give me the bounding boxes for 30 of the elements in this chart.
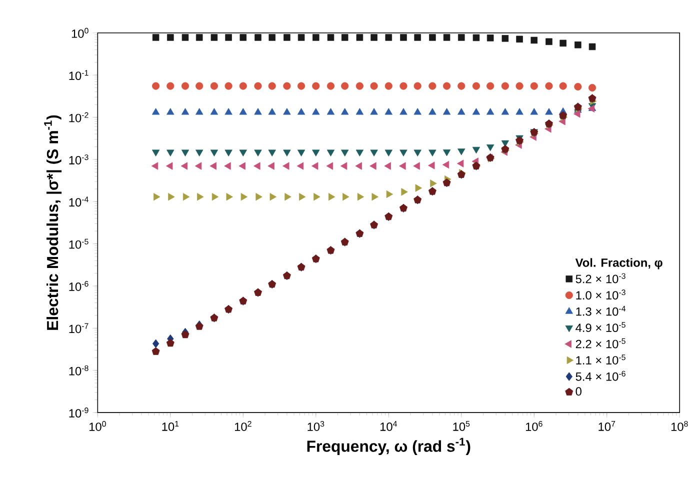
y-tick-label: 10$^{-6}$ <box>69 280 88 291</box>
y-tick-label: 10$^{-9}$ <box>69 407 88 418</box>
y-tick-label: 10$^{-7}$ <box>69 323 88 333</box>
x-tick-label: 10$^{5}$ <box>453 420 470 431</box>
legend-label: 0 <box>576 387 582 396</box>
x-axis-title: Frequency, ω (rad s$^{-1}$) <box>307 438 470 455</box>
y-tick-label: 10$^{-2}$ <box>69 112 88 122</box>
legend-label: 1.0 × 10$^{-3}$ <box>576 289 626 300</box>
legend-label: 1.3 × 10$^{-4}$ <box>576 306 626 316</box>
x-tick-label: 10$^{4}$ <box>380 420 397 431</box>
x-tick-label: 10$^{1}$ <box>162 420 179 431</box>
legend-label: 5.2 × 10$^{-3}$ <box>576 273 626 284</box>
legend-label: 5.4 × 10$^{-6}$ <box>576 370 626 381</box>
y-axis-title: Electric Modulus, |σ*| (S m$^{-1}$) <box>44 115 62 330</box>
x-tick-label: 10$^{2}$ <box>234 420 252 431</box>
y-tick-label: 10$^{-8}$ <box>69 365 88 376</box>
y-tick-label: 10$^{-3}$ <box>69 154 88 164</box>
legend-label: 2.2 × 10$^{-5}$ <box>576 338 626 348</box>
x-tick-label: 10$^{6}$ <box>526 420 542 431</box>
legend-label: 1.1 × 10$^{-5}$ <box>576 354 626 364</box>
y-tick-label: 10$^{0}$ <box>72 28 88 38</box>
x-tick-label: 10$^{7}$ <box>598 420 616 431</box>
x-tick-label: 10$^{0}$ <box>89 420 106 431</box>
x-tick-label: 10$^{8}$ <box>671 420 688 431</box>
legend-label: 4.9 × 10$^{-5}$ <box>576 322 626 332</box>
x-tick-label: 10$^{3}$ <box>308 420 324 431</box>
y-tick-label: 10$^{-5}$ <box>69 238 88 249</box>
y-tick-label: 10$^{-4}$ <box>69 196 88 206</box>
legend-title: Vol. Fraction, φ <box>575 258 662 270</box>
y-tick-label: 10$^{-1}$ <box>69 70 88 80</box>
